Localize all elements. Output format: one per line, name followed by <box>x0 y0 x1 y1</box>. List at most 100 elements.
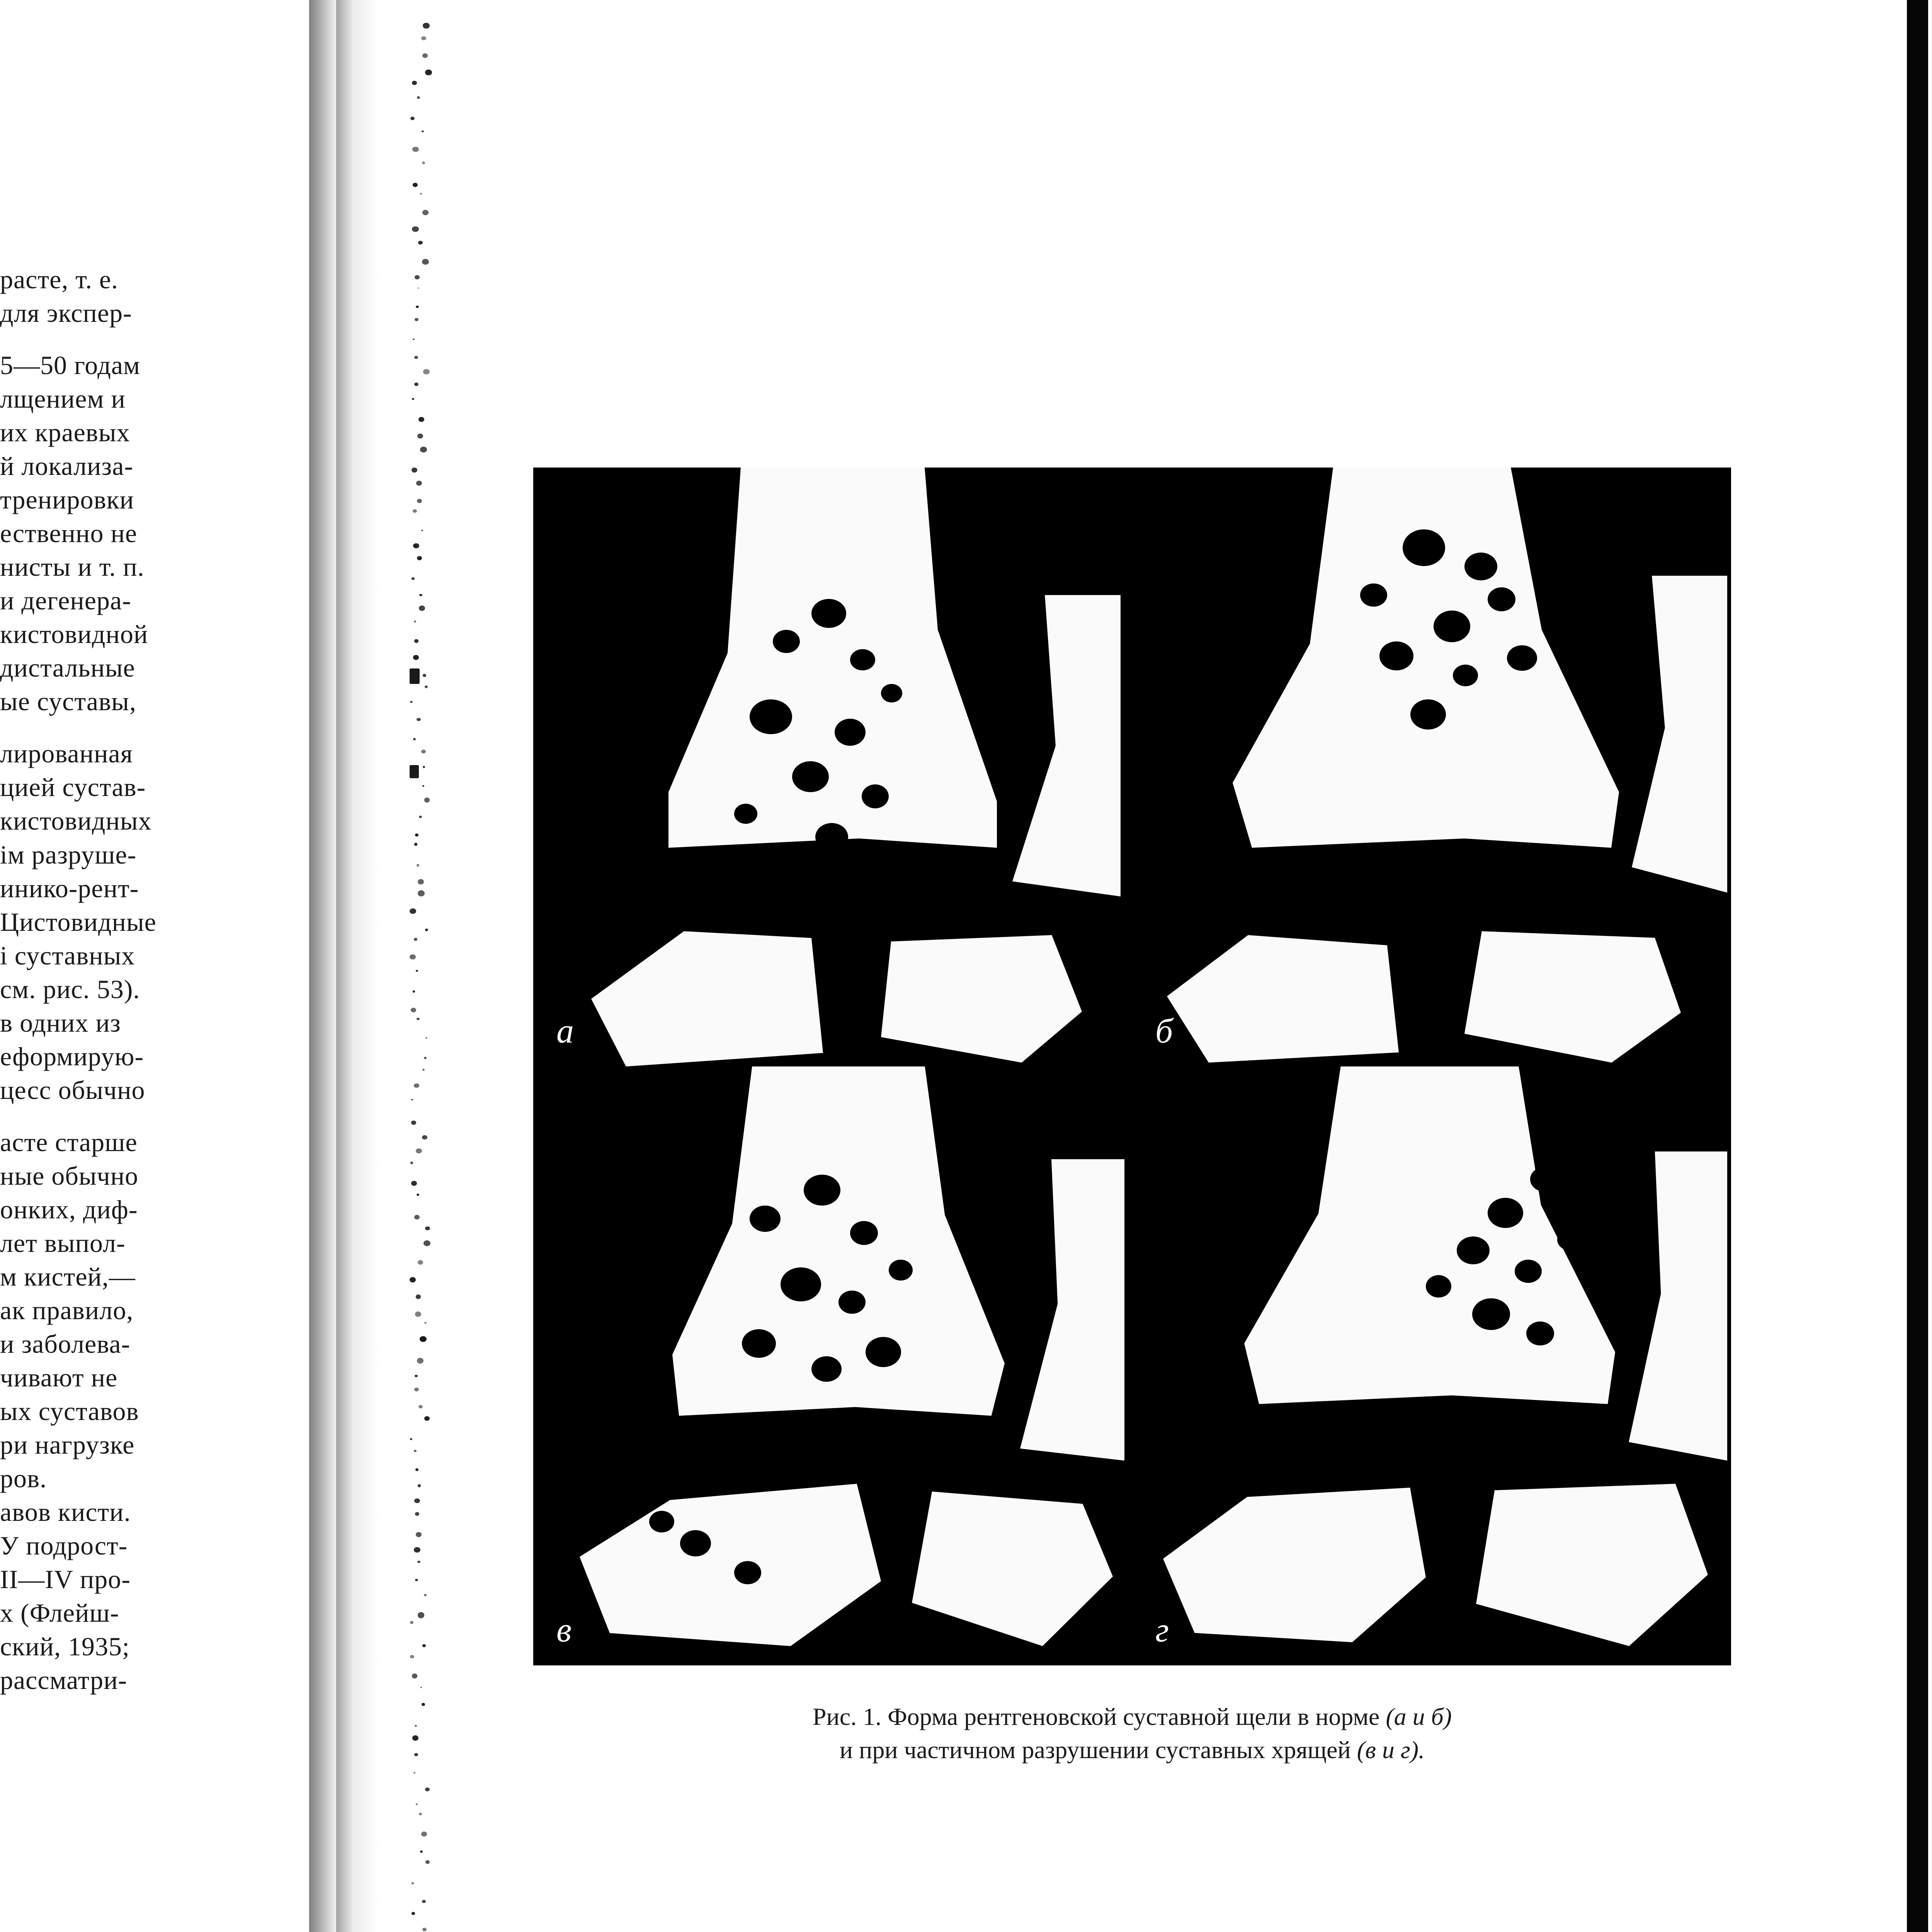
figure-1-image: а б <box>533 468 1731 1665</box>
scan-speckle <box>425 929 428 931</box>
text-gap <box>0 330 251 349</box>
scan-speckle <box>416 306 419 308</box>
cut-text-line: ые суставы, <box>0 685 251 718</box>
scan-speckle <box>411 1121 416 1125</box>
scan-speckle <box>415 1468 418 1471</box>
panel-label-v: в <box>556 1610 571 1650</box>
scan-speckle <box>420 1687 422 1688</box>
cut-text-line: дистальные <box>0 651 251 685</box>
scan-speckle <box>414 1498 420 1503</box>
cut-text-line: кистовидной <box>0 617 251 651</box>
scan-speckle <box>414 1083 419 1088</box>
scan-speckle <box>423 674 426 677</box>
cut-text-line: й локализа- <box>0 449 251 483</box>
scan-speckle <box>415 275 420 279</box>
scan-speckle <box>419 816 422 818</box>
scan-speckle <box>422 1928 426 1931</box>
xray-panel-a: а <box>533 468 1132 1066</box>
scan-speckle <box>411 1099 413 1100</box>
scan-speckle <box>417 96 420 99</box>
scan-speckle <box>414 383 418 386</box>
cut-text-line: см. рис. 53). <box>0 973 251 1006</box>
scan-speckle <box>413 543 419 549</box>
cut-text-line: ров. <box>0 1462 251 1495</box>
scan-speckle <box>418 417 424 422</box>
scan-speckle <box>415 1579 418 1582</box>
scan-speckle <box>410 117 415 121</box>
cut-text-line: лированная <box>0 737 251 770</box>
scan-right-inner-bar <box>1928 0 1932 1932</box>
cut-text-line: х (Флейш- <box>0 1596 251 1630</box>
scan-speckle <box>410 954 415 959</box>
scan-speckle <box>418 241 423 245</box>
scan-speckle <box>417 556 422 560</box>
cut-text-line: 5—50 годам <box>0 349 251 382</box>
xray-panel-g: г <box>1132 1066 1731 1665</box>
cut-text-line: и заболева- <box>0 1327 251 1361</box>
scan-speckle <box>421 750 426 753</box>
scan-speckle <box>419 605 425 611</box>
scan-speckle <box>412 81 417 85</box>
cut-text-line: асте старше <box>0 1126 251 1159</box>
scan-speckle <box>416 1148 422 1154</box>
cut-text-line: нисты и т. п. <box>0 550 251 584</box>
scan-speckle <box>415 1311 421 1317</box>
text-gap <box>0 718 251 737</box>
scan-speckle <box>413 1772 415 1774</box>
cut-text-line: рассматри- <box>0 1663 251 1697</box>
scan-speckle <box>424 1057 427 1059</box>
scan-speckle <box>422 53 428 58</box>
scan-speckle <box>422 259 429 265</box>
scan-speckle <box>417 864 419 866</box>
cut-text-line: Цистовидные <box>0 905 251 939</box>
gutter-shadow <box>309 0 336 1932</box>
scan-speckle <box>425 1787 430 1791</box>
cut-text-line: авов кисти. <box>0 1495 251 1529</box>
cut-text-line: ский, 1935; <box>0 1630 251 1663</box>
scan-speckle <box>419 594 422 596</box>
cut-text-line: iм разруше- <box>0 838 251 872</box>
scan-speckle <box>410 1621 413 1624</box>
cut-text-line: ные обычно <box>0 1159 251 1193</box>
scan-speckle <box>416 1803 418 1805</box>
left-cut-text-column: расте, т. е.для экспер-5—50 годамлщением… <box>0 263 251 1697</box>
cut-text-line: ественно не <box>0 517 251 550</box>
scan-speckle <box>413 738 416 740</box>
scan-speckle <box>420 1336 427 1342</box>
scan-speckle <box>417 434 423 439</box>
scan-speckle <box>420 447 427 452</box>
figure-1-caption: Рис. 1. Форма рентгеновской суставной ще… <box>533 1700 1731 1767</box>
scan-speckle <box>410 1438 412 1440</box>
scan-mark <box>410 668 420 684</box>
scan-speckle <box>422 1135 427 1140</box>
scan-speckle <box>413 990 415 993</box>
scan-speckle <box>425 1037 427 1039</box>
scan-speckle <box>422 210 429 215</box>
scan-speckle <box>417 1561 420 1563</box>
scan-speckle <box>422 1644 426 1647</box>
scan-speckle <box>414 1388 419 1391</box>
scan-speckle <box>415 1725 417 1726</box>
cut-text-line: ых суставов <box>0 1395 251 1428</box>
scan-speckle <box>423 1240 430 1246</box>
scan-speckle <box>410 1655 414 1658</box>
scan-speckle <box>422 785 424 787</box>
scan-speckle <box>414 1547 420 1553</box>
scan-speckle <box>414 843 418 845</box>
scan-speckle <box>424 1416 430 1421</box>
scan-speckle <box>412 577 415 580</box>
scan-speckle <box>414 1215 420 1219</box>
scan-speckle <box>424 798 430 802</box>
panel-label-a: а <box>556 1011 574 1051</box>
scan-speckle <box>410 701 412 703</box>
xray-panel-v: в <box>533 1066 1132 1665</box>
scan-speckle <box>421 36 426 40</box>
scan-speckle <box>414 1753 418 1756</box>
cut-text-line: цией сустав- <box>0 770 251 804</box>
panel-label-g: г <box>1155 1610 1169 1650</box>
cut-text-line: ри нагрузке <box>0 1428 251 1462</box>
text-gap <box>0 1107 251 1126</box>
caption-line2-prefix: и при частичном разрушении суставных хря… <box>840 1736 1357 1764</box>
cut-text-line: кистовидных <box>0 804 251 838</box>
cut-text-line: II—IV про- <box>0 1563 251 1596</box>
